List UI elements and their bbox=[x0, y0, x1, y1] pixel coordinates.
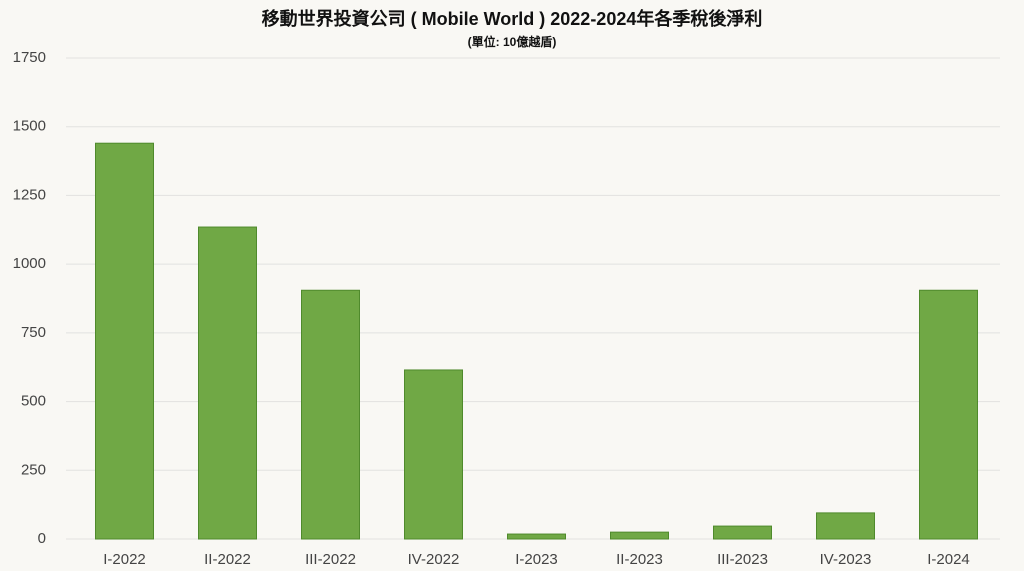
x-tick-label: I-2022 bbox=[103, 551, 146, 568]
bar bbox=[198, 226, 257, 540]
y-tick-label: 0 bbox=[38, 530, 46, 547]
bar bbox=[610, 531, 669, 540]
chart-subtitle: (單位: 10億越盾) bbox=[468, 34, 557, 49]
x-tick-label: II-2023 bbox=[616, 551, 663, 568]
x-tick-label: III-2022 bbox=[305, 551, 356, 568]
x-tick-label: IV-2022 bbox=[408, 551, 460, 568]
y-tick-label: 1000 bbox=[13, 255, 46, 272]
x-tick-label: IV-2023 bbox=[820, 551, 872, 568]
x-tick-label: III-2023 bbox=[717, 551, 768, 568]
bar bbox=[404, 369, 463, 540]
y-tick-label: 1250 bbox=[13, 186, 46, 203]
bar bbox=[301, 289, 360, 540]
y-tick-label: 750 bbox=[21, 324, 46, 341]
x-tick-label: II-2022 bbox=[204, 551, 251, 568]
x-tick-label: I-2023 bbox=[515, 551, 558, 568]
bar bbox=[507, 533, 566, 540]
bar bbox=[713, 525, 772, 540]
y-tick-label: 1500 bbox=[13, 118, 46, 135]
y-tick-label: 250 bbox=[21, 461, 46, 478]
y-tick-label: 1750 bbox=[13, 49, 46, 66]
bar bbox=[95, 142, 154, 540]
bar bbox=[919, 289, 978, 540]
chart-title: 移動世界投資公司 ( Mobile World ) 2022-2024年各季稅後… bbox=[262, 8, 763, 29]
y-tick-label: 500 bbox=[21, 393, 46, 410]
x-tick-label: I-2024 bbox=[927, 551, 970, 568]
bar bbox=[816, 512, 875, 540]
